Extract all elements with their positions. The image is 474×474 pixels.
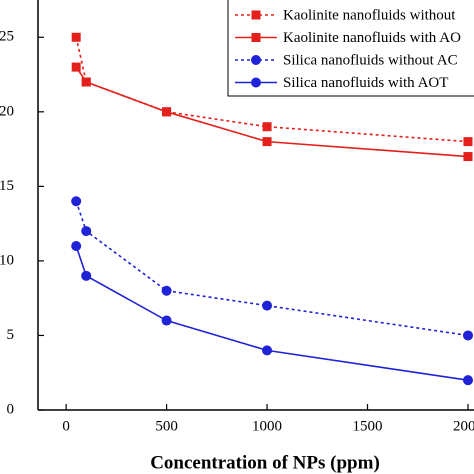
legend-marker [251,55,261,65]
marker [463,152,473,162]
marker [161,315,172,326]
y-tick-label: 0 [7,401,15,417]
marker [81,77,91,87]
series-line [75,245,469,381]
y-tick-label: 15 [0,178,14,194]
x-tick-label: 500 [155,418,178,434]
legend-marker [251,33,261,42]
legend-label: Kaolinite nanofluids without [283,7,456,23]
marker [81,226,92,237]
y-tick-label: 25 [0,29,14,45]
y-tick-label: 5 [7,327,15,343]
marker [71,241,82,251]
marker [262,137,272,147]
legend-label: Silica nanofluids with AOT [283,75,448,91]
marker [262,345,273,356]
x-tick-label: 1000 [252,418,282,434]
series-line [75,37,469,143]
legend-label: Silica nanofluids without AC [283,52,458,68]
marker [262,300,273,311]
series-line [75,201,469,337]
marker [262,122,272,132]
y-tick-label: 20 [0,103,14,119]
marker [71,32,81,42]
marker [462,330,473,341]
marker [71,196,82,207]
legend-label: Kaolinite nanofluids with AO [283,30,461,46]
legend-marker [251,10,261,20]
x-tick-label: 2000 [453,418,474,434]
marker [162,107,172,117]
y-tick-label: 10 [0,252,14,268]
legend-box [227,0,474,97]
marker [81,270,92,281]
x-tick-label: 0 [62,418,70,434]
marker [161,285,172,296]
legend-marker [251,77,261,88]
x-axis-label: Concentration of NPs (ppm) [150,452,380,473]
marker [463,137,473,147]
marker [462,375,473,386]
x-tick-label: 1500 [353,418,383,434]
marker [71,62,81,72]
